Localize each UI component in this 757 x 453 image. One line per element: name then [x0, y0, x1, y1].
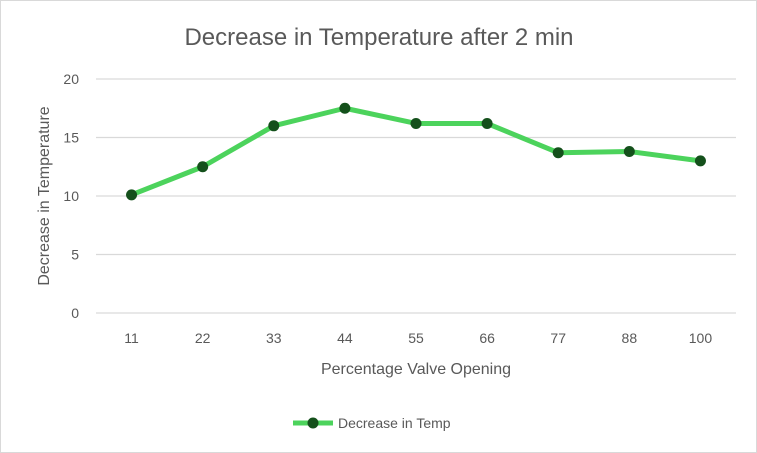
data-point [623, 146, 635, 158]
y-tick-label: 0 [71, 305, 79, 321]
data-point [268, 120, 280, 132]
legend-marker-swatch [307, 417, 319, 429]
legend: Decrease in Temp [293, 415, 451, 431]
data-point [339, 102, 351, 114]
chart-title: Decrease in Temperature after 2 min [184, 24, 573, 51]
x-tick-label: 11 [124, 330, 139, 346]
x-tick-label: 44 [337, 330, 353, 346]
data-point [126, 189, 138, 201]
x-tick-label: 33 [266, 330, 282, 346]
data-point [410, 117, 422, 129]
data-point [552, 147, 564, 159]
x-tick-label: 66 [479, 330, 495, 346]
y-tick-label: 20 [63, 71, 79, 87]
y-tick-label: 10 [63, 188, 79, 204]
y-axis-label: Decrease in Temperature [36, 106, 53, 285]
data-point [197, 161, 209, 173]
x-tick-label: 22 [195, 330, 211, 346]
y-tick-label: 15 [63, 130, 79, 146]
x-tick-label: 100 [689, 330, 713, 346]
y-tick-label: 5 [71, 247, 79, 263]
data-point [481, 117, 493, 129]
x-tick-label: 55 [408, 330, 424, 346]
x-tick-label: 88 [622, 330, 638, 346]
x-axis-label: Percentage Valve Opening [321, 361, 511, 378]
legend-label: Decrease in Temp [338, 415, 451, 431]
x-tick-label: 77 [550, 330, 566, 346]
data-point [694, 155, 706, 167]
